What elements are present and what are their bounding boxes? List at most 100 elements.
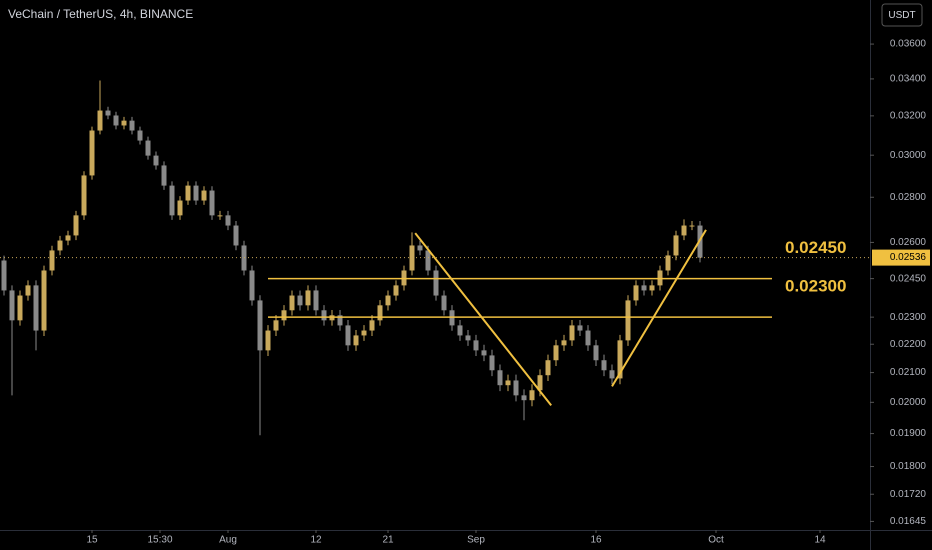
candle-body (521, 395, 527, 401)
candle-body (9, 290, 15, 321)
x-tick-label: Aug (219, 535, 237, 546)
candle-body (65, 235, 71, 241)
y-tick-label: 0.02100 (890, 367, 927, 378)
candle-body (73, 215, 79, 236)
x-tick-label: 14 (814, 535, 826, 546)
x-tick-label: 12 (310, 535, 322, 546)
y-tick-label: 0.02000 (890, 397, 927, 408)
candle-body (201, 190, 207, 201)
y-tick-label: 0.02600 (890, 237, 927, 248)
x-tick-label: 16 (590, 535, 602, 546)
candle-body (129, 120, 135, 131)
candle-body (553, 345, 559, 361)
x-tick-label: Oct (708, 535, 724, 546)
candle-body (505, 380, 511, 386)
candle-body (97, 110, 103, 131)
candle-body (17, 295, 23, 321)
candle-body (545, 360, 551, 376)
candle-body (465, 335, 471, 341)
candle-body (233, 225, 239, 246)
y-tick-label: 0.02300 (890, 312, 927, 323)
candle-body (601, 360, 607, 371)
candle-body (457, 325, 463, 336)
candle-body (641, 285, 647, 291)
trendline (414, 232, 552, 406)
candle-body (569, 325, 575, 341)
trendline (611, 229, 707, 387)
candle-body (41, 270, 47, 331)
candle-body (337, 315, 343, 326)
x-tick-label: 15:30 (147, 535, 172, 546)
candle-body (369, 320, 375, 331)
candle-body (209, 190, 215, 216)
candle-body (105, 110, 111, 116)
candle-body (153, 155, 159, 166)
candle-body (561, 340, 567, 346)
candle-body (609, 370, 615, 379)
candle-body (33, 285, 39, 331)
candle-body (681, 225, 687, 236)
candle-body (321, 310, 327, 321)
x-tick-label: 15 (86, 535, 98, 546)
candle-body (673, 235, 679, 256)
candle-body (393, 285, 399, 296)
candle-body (281, 310, 287, 321)
candle-body (353, 335, 359, 346)
y-tick-label: 0.03200 (890, 111, 927, 122)
currency-button[interactable] (881, 3, 923, 27)
candle-body (49, 250, 55, 271)
x-tick-label: Sep (467, 535, 485, 546)
x-tick-label: 21 (382, 535, 394, 546)
candle-body (161, 165, 167, 186)
y-tick-label: 0.01800 (890, 461, 927, 472)
candle-body (121, 120, 127, 126)
candle-body (217, 215, 223, 217)
candle-body (497, 370, 503, 386)
candle-body (305, 290, 311, 306)
candle-body (537, 375, 543, 391)
candle-body (193, 185, 199, 201)
candle-body (529, 390, 535, 401)
candle-body (313, 290, 319, 311)
candle-body (1, 260, 7, 291)
candle-body (585, 330, 591, 346)
candle-body (113, 115, 119, 126)
candle-body (577, 325, 583, 331)
candle-body (417, 245, 423, 251)
candle-body (625, 300, 631, 341)
candle-body (297, 295, 303, 306)
candle-body (185, 185, 191, 201)
y-tick-label: 0.03000 (890, 150, 927, 161)
level-label: 0.02450 (785, 238, 846, 257)
candle-body (289, 295, 295, 311)
candle-body (361, 330, 367, 336)
candle-body (137, 130, 143, 141)
last-price-badge (872, 249, 930, 266)
candle-body (57, 240, 63, 251)
y-tick-label: 0.02800 (890, 192, 927, 203)
candle-body (273, 320, 279, 331)
candle-body (25, 285, 31, 296)
candle-body (633, 285, 639, 301)
candle-body (665, 255, 671, 271)
candle-body (225, 215, 231, 226)
candle-body (489, 355, 495, 371)
candle-body (265, 330, 271, 351)
y-tick-label: 0.01900 (890, 428, 927, 439)
candle-body (593, 345, 599, 361)
candle-body (649, 285, 655, 291)
currency-label[interactable]: USDT (888, 10, 915, 21)
candle-body (81, 175, 87, 216)
candle-body (481, 350, 487, 356)
candle-body (249, 270, 255, 301)
last-price-label: 0.02536 (890, 252, 927, 263)
candle-body (89, 130, 95, 176)
y-tick-label: 0.03600 (890, 39, 927, 50)
candle-body (177, 200, 183, 216)
candle-body (617, 340, 623, 379)
y-tick-label: 0.01645 (890, 516, 927, 527)
candle-body (145, 140, 151, 156)
